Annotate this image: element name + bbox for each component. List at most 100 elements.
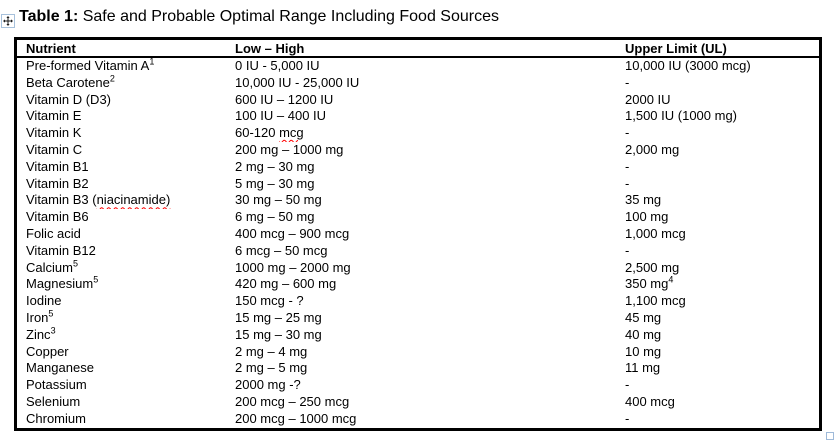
low-high-cell: 0 IU - 5,000 IU <box>235 58 320 73</box>
nutrient-cell: Zinc3 <box>26 326 56 342</box>
table-row: Vitamin B12 6 mcg – 50 mcg - <box>17 243 819 260</box>
column-header-low-high: Low – High <box>235 41 305 56</box>
table-row: Vitamin B6 6 mg – 50 mg 100 mg <box>17 209 819 226</box>
low-high-cell: 200 mcg – 1000 mcg <box>235 410 357 426</box>
upper-limit-cell: 10,000 IU (3000 mcg) <box>625 58 751 73</box>
upper-limit-cell: 35 mg <box>625 192 662 208</box>
low-high-cell: 200 mcg – 250 mcg <box>235 393 350 409</box>
table-row: Pre-formed Vitamin A1 0 IU - 5,000 IU 10,0… <box>17 58 819 75</box>
low-high-cell: 15 mg – 25 mg <box>235 309 322 325</box>
low-high-cell: 5 mg – 30 mg <box>235 175 315 191</box>
table-move-handle[interactable] <box>1 14 15 28</box>
footnote-marker: 3 <box>50 326 56 336</box>
table-caption-text: Safe and Probable Optimal Range Includin… <box>78 8 499 25</box>
nutrient-cell: Calcium5 <box>26 259 78 275</box>
table-row: Iron5 15 mg – 25 mg 45 mg <box>17 310 819 327</box>
upper-limit-cell: 40 mg <box>625 326 662 342</box>
four-way-move-arrow-icon <box>3 16 13 26</box>
upper-limit-cell: 100 mg <box>625 209 669 225</box>
nutrient-cell: Vitamin B12 <box>26 242 96 258</box>
low-high-cell: 150 mcg - ? <box>235 293 304 309</box>
low-high-cell: 400 mcg – 900 mcg <box>235 225 350 241</box>
low-high-cell: 60-120 mcg <box>235 125 304 141</box>
spellcheck-squiggle: mcg <box>279 125 304 141</box>
table-row: Iodine 150 mcg - ? 1,100 mcg <box>17 293 819 310</box>
table-row: Manganese 2 mg – 5 mg 11 mg <box>17 360 819 377</box>
low-high-cell: 600 IU – 1200 IU <box>235 91 334 107</box>
nutrient-cell: Beta Carotene2 <box>26 74 115 90</box>
table-row: Folic acid 400 mcg – 900 mcg 1,000 mcg <box>17 226 819 243</box>
nutrient-cell: Pre-formed Vitamin A1 <box>26 58 155 73</box>
nutrient-cell: Vitamin K <box>26 125 82 141</box>
table-caption-label: Table 1: <box>19 8 79 25</box>
footnote-marker: 5 <box>48 309 54 319</box>
table-row: Vitamin B3 (niacinamide) 30 mg – 50 mg 35 … <box>17 192 819 209</box>
upper-limit-cell: 350 mg4 <box>625 276 674 292</box>
upper-limit-cell: - <box>625 410 630 426</box>
upper-limit-cell: - <box>625 377 630 393</box>
low-high-cell: 100 IU – 400 IU <box>235 108 327 124</box>
low-high-cell: 2000 mg -? <box>235 377 301 393</box>
low-high-cell: 15 mg – 30 mg <box>235 326 322 342</box>
table-resize-handle[interactable] <box>826 432 834 440</box>
nutrient-cell: Vitamin B3 (niacinamide) <box>26 192 171 208</box>
upper-limit-cell: 2000 IU <box>625 91 671 107</box>
footnote-marker: 2 <box>109 74 115 84</box>
nutrient-range-table: Nutrient Low – High Upper Limit (UL) Pre… <box>14 37 822 431</box>
table-row: Potassium 2000 mg -? - <box>17 377 819 394</box>
low-high-cell: 6 mg – 50 mg <box>235 209 315 225</box>
spellcheck-squiggle: niacinamide) <box>96 192 171 208</box>
column-header-upper-limit: Upper Limit (UL) <box>625 41 727 56</box>
table-row: Selenium 200 mcg – 250 mcg 400 mcg <box>17 394 819 411</box>
nutrient-cell: Iron5 <box>26 309 54 325</box>
nutrient-cell: Iodine <box>26 293 62 309</box>
nutrient-cell: Chromium <box>26 410 86 426</box>
nutrient-cell: Vitamin C <box>26 141 83 157</box>
table-row: Vitamin E 100 IU – 400 IU 1,500 IU (1000 m… <box>17 108 819 125</box>
nutrient-cell: Magnesium5 <box>26 276 99 292</box>
low-high-cell: 200 mg – 1000 mg <box>235 141 344 157</box>
footnote-marker: 4 <box>668 276 674 286</box>
upper-limit-cell: 10 mg <box>625 343 662 359</box>
table-row: Magnesium5 420 mg – 600 mg 350 mg4 <box>17 276 819 293</box>
upper-limit-cell: 400 mcg <box>625 393 675 409</box>
table-row: Zinc3 15 mg – 30 mg 40 mg <box>17 327 819 344</box>
nutrient-cell: Vitamin B6 <box>26 209 89 225</box>
nutrient-cell: Vitamin E <box>26 108 82 124</box>
low-high-cell: 10,000 IU - 25,000 IU <box>235 74 360 90</box>
footnote-marker: 5 <box>93 276 99 286</box>
nutrient-cell: Vitamin B2 <box>26 175 89 191</box>
nutrient-cell: Vitamin B1 <box>26 158 89 174</box>
table-caption: Table 1: Safe and Probable Optimal Range… <box>19 7 499 27</box>
low-high-cell: 30 mg – 50 mg <box>235 192 322 208</box>
table-row: Vitamin D (D3) 600 IU – 1200 IU 2000 IU <box>17 92 819 109</box>
table-row: Vitamin B1 2 mg – 30 mg - <box>17 159 819 176</box>
upper-limit-cell: 2,500 mg <box>625 259 680 275</box>
low-high-cell: 420 mg – 600 mg <box>235 276 337 292</box>
table-row: Copper 2 mg – 4 mg 10 mg <box>17 344 819 361</box>
low-high-cell: 6 mcg – 50 mcg <box>235 242 328 258</box>
table-row: Calcium5 1000 mg – 2000 mg 2,500 mg <box>17 260 819 277</box>
table-row: Vitamin B2 5 mg – 30 mg - <box>17 176 819 193</box>
table-row: Vitamin C 200 mg – 1000 mg 2,000 mg <box>17 142 819 159</box>
table-body: Pre-formed Vitamin A1 0 IU - 5,000 IU 10,0… <box>17 58 819 428</box>
upper-limit-cell: - <box>625 74 630 90</box>
low-high-cell: 2 mg – 5 mg <box>235 360 308 376</box>
upper-limit-cell: 45 mg <box>625 309 662 325</box>
table-row: Chromium 200 mcg – 1000 mcg - <box>17 411 819 428</box>
table-row: Vitamin K 60-120 mcg - <box>17 125 819 142</box>
nutrient-cell: Copper <box>26 343 69 359</box>
nutrient-cell: Potassium <box>26 377 87 393</box>
low-high-cell: 1000 mg – 2000 mg <box>235 259 351 275</box>
table-row: Beta Carotene2 10,000 IU - 25,000 IU - <box>17 75 819 92</box>
footnote-marker: 5 <box>72 259 78 269</box>
nutrient-cell: Vitamin D (D3) <box>26 91 112 107</box>
upper-limit-cell: - <box>625 158 630 174</box>
nutrient-cell: Selenium <box>26 393 81 409</box>
upper-limit-cell: 2,000 mg <box>625 141 680 157</box>
upper-limit-cell: 1,000 mcg <box>625 225 686 241</box>
table-header-row: Nutrient Low – High Upper Limit (UL) <box>17 40 819 58</box>
low-high-cell: 2 mg – 30 mg <box>235 158 315 174</box>
upper-limit-cell: - <box>625 125 630 141</box>
upper-limit-cell: 11 mg <box>625 360 661 376</box>
